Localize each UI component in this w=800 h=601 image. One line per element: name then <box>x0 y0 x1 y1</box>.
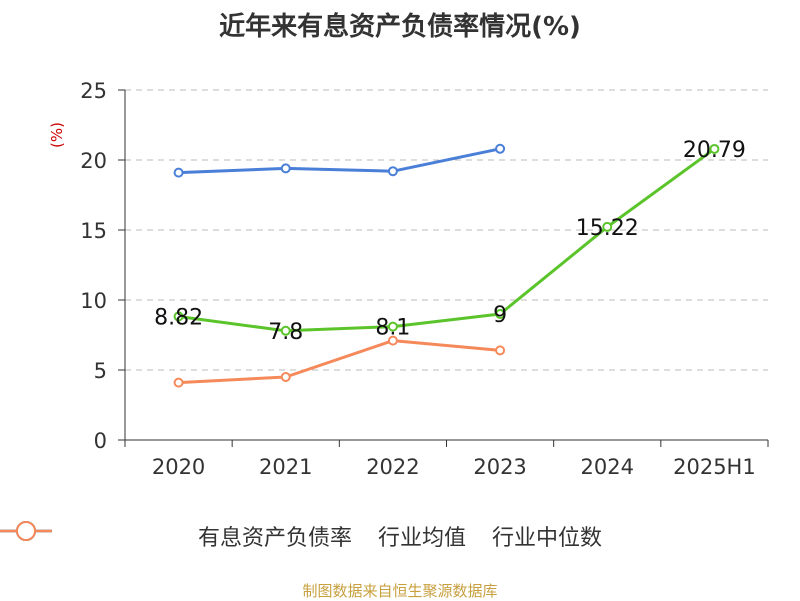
data-label: 7.8 <box>268 320 303 345</box>
chart-title: 近年来有息资产负债率情况(%) <box>219 12 581 42</box>
series-point-2 <box>387 335 398 346</box>
legend-label-2: 行业中位数 <box>492 526 603 551</box>
y-tick-label: 25 <box>80 79 107 103</box>
data-label: 8.82 <box>154 306 203 331</box>
legend-marker-2 <box>0 521 52 541</box>
series-line-2 <box>178 339 501 385</box>
y-tick-label: 15 <box>80 219 107 243</box>
data-label: 8.1 <box>375 316 410 341</box>
data-label: 9 <box>493 303 507 328</box>
legend: 有息资产负债率 行业均值 行业中位数 <box>0 520 800 552</box>
legend-item-1[interactable]: 行业均值 <box>0 520 466 552</box>
x-tick-label: 2021 <box>259 455 312 479</box>
y-tick-label: 0 <box>94 429 107 453</box>
x-tick-label: 2023 <box>473 455 526 479</box>
y-tick-label: 5 <box>94 359 107 383</box>
series-point-0 <box>387 321 398 332</box>
series-point-0 <box>280 325 291 336</box>
x-tick-label: 2024 <box>581 455 634 479</box>
line-chart: 0 5 10 15 20 25 2020 2021 2022 2023 2024 2025H1 8.82… <box>80 79 769 479</box>
legend-item-2[interactable]: 行业中位数 <box>0 520 603 552</box>
x-tick-label: 2020 <box>152 455 205 479</box>
series-point-1 <box>495 143 506 154</box>
series-line-1 <box>178 147 501 175</box>
series-point-0 <box>495 309 506 319</box>
y-tick-label: 10 <box>80 289 107 313</box>
legend-label-0: 有息资产负债率 <box>197 526 352 551</box>
series-point-2 <box>495 345 506 356</box>
series-point-2 <box>280 372 291 382</box>
series-point-0 <box>709 143 720 154</box>
data-label: 15.22 <box>576 216 639 241</box>
series-point-1 <box>173 167 184 178</box>
x-tick-label: 2022 <box>366 455 419 479</box>
series-point-2 <box>173 377 184 388</box>
legend-item-0[interactable]: 有息资产负债率 <box>0 520 352 552</box>
x-tick-label: 2025H1 <box>673 455 756 479</box>
data-label: 20.79 <box>683 138 746 163</box>
legend-label-1: 行业均值 <box>377 526 466 551</box>
series-point-1 <box>387 166 398 177</box>
data-source-note: 制图数据来自恒生聚源数据库 <box>302 582 498 600</box>
series-point-0 <box>173 311 184 322</box>
series-point-0 <box>602 221 613 232</box>
y-tick-label: 20 <box>80 149 107 173</box>
series-line-0 <box>178 147 716 333</box>
series-point-1 <box>280 163 291 174</box>
